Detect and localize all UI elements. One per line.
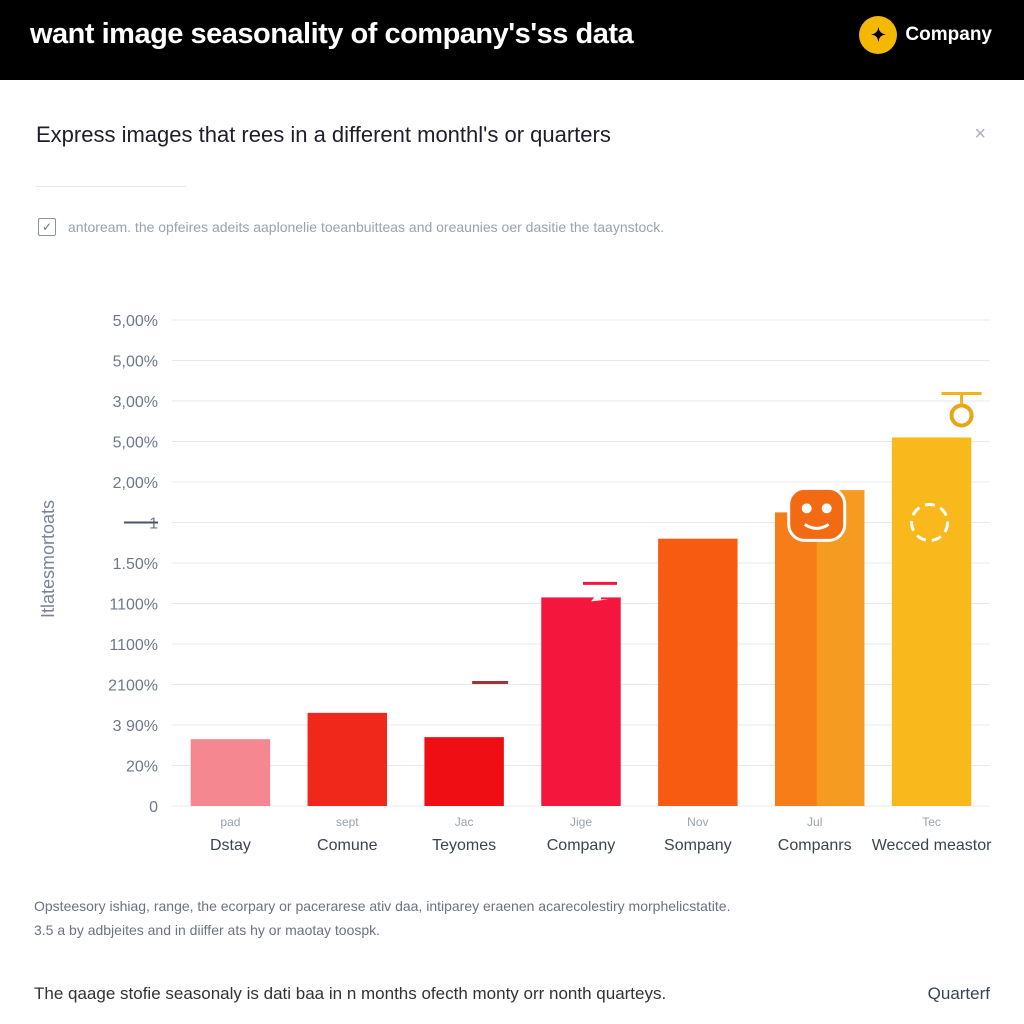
page-title: want image seasonality of company's'ss d…: [30, 18, 634, 50]
x-tick-label: Company: [547, 837, 615, 854]
chart-svg: 0 20% 3 90% 2100% 1100% 1100% 1.50% 1 2,00% 5,00%…: [108, 313, 992, 854]
y-tick-label: 5,00%: [113, 313, 158, 330]
y-tick-label: 1100%: [109, 637, 158, 654]
y-tick-label: 1.50%: [113, 556, 158, 573]
mask-mouth-icon: [803, 523, 830, 530]
seasonality-chart: 0 20% 3 90% 2100% 1100% 1100% 1.50% 1 2,00% 5,00%…: [0, 260, 1024, 860]
y-tick-label: 1: [149, 516, 158, 533]
mask-eye-icon: [821, 503, 832, 514]
bar[interactable]: [891, 437, 972, 806]
medal-icon: [949, 403, 974, 428]
x-tick-label: Teyomes: [432, 837, 496, 854]
quarter-link[interactable]: Quarterf: [927, 984, 990, 1003]
y-tick-label: 5,00%: [113, 435, 158, 452]
chart-subtitle: Express images that rees in a different …: [36, 122, 611, 147]
x-tick-label: Sompany: [664, 837, 732, 854]
bar[interactable]: [190, 739, 271, 806]
y-tick-label: 2100%: [108, 678, 158, 695]
checkbox-icon[interactable]: ✓: [38, 218, 56, 236]
y-tick-label: 3 90%: [113, 718, 158, 735]
footnote-line-1: Opsteesory ishiag, range, the ecorpary o…: [34, 898, 731, 914]
y-tick-label: 1100%: [109, 597, 158, 614]
note-text: antoream. the opfeires adeits aaplonelie…: [68, 219, 665, 235]
mask-icon: [787, 486, 847, 542]
x-tick-sublabel: Jac: [455, 815, 474, 829]
bottom-caption: The qaage stofie seasonaly is dati baa i…: [34, 984, 667, 1003]
ball-icon: [910, 503, 950, 542]
bar[interactable]: [658, 538, 738, 806]
x-tick-sublabel: pad: [220, 815, 240, 829]
x-tick-sublabel: Tec: [922, 815, 941, 829]
x-tick-sublabel: Jul: [807, 815, 822, 829]
x-tick-label: Companrs: [778, 837, 852, 854]
x-tick-sublabel: Jige: [570, 815, 592, 829]
y-axis-label: Itlatesmortoats: [38, 499, 58, 618]
mask-eye-icon: [801, 503, 812, 514]
y-tick-label: 5,00%: [113, 354, 158, 371]
note-row: ✓ antoream. the opfeires adeits aaplonel…: [38, 218, 664, 236]
x-tick-sublabel: Nov: [687, 815, 708, 829]
cursor-icon: [591, 589, 609, 602]
y-tick-label: 3,00%: [113, 394, 158, 411]
x-tick-label: Comune: [317, 837, 378, 854]
x-tick-label: Dstay: [210, 837, 251, 854]
bar[interactable]: [307, 712, 388, 806]
bar-overlay[interactable]: [816, 490, 865, 806]
top-bar: want image seasonality of company's'ss d…: [0, 0, 1024, 80]
x-tick-label: Wecced meastor: [872, 837, 992, 854]
sun-icon: ✦: [859, 16, 898, 54]
brand[interactable]: ✦ Company: [859, 16, 992, 54]
brand-name: Company: [905, 24, 992, 45]
close-icon[interactable]: ×: [974, 123, 986, 145]
bar[interactable]: [541, 597, 621, 806]
x-tick-sublabel: sept: [336, 815, 359, 829]
y-tick-label: 2,00%: [113, 475, 158, 492]
bar[interactable]: [424, 737, 504, 806]
y-tick-label: 20%: [126, 759, 158, 776]
y-tick-label: 0: [149, 799, 158, 816]
divider: [36, 186, 186, 187]
footnote-line-2: 3.5 a by adbjeites and in diiffer ats hy…: [34, 922, 381, 938]
